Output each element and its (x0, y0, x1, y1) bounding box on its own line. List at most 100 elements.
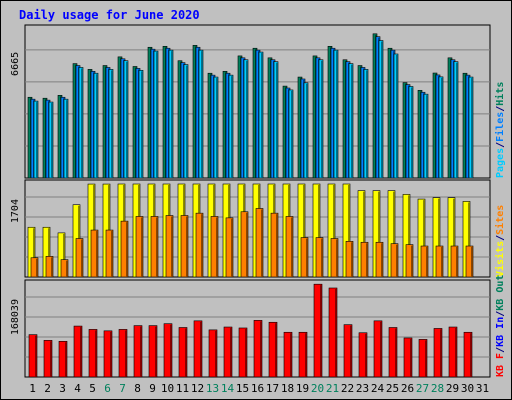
chart-title: Daily usage for June 2020 (19, 8, 200, 22)
bar-sites-day-28 (435, 245, 444, 278)
side-legend-part: / (495, 142, 506, 148)
bar-sites-day-22 (345, 241, 354, 278)
bar-sites-day-24 (375, 241, 384, 278)
bar-kbytes-day-20 (313, 283, 323, 378)
bar-pages-day-3 (63, 98, 69, 179)
bar-kbytes-day-21 (328, 287, 338, 378)
x-tick-label: 10 (161, 382, 174, 395)
bar-sites-day-14 (225, 217, 234, 278)
x-tick-label: 21 (326, 382, 339, 395)
side-legend-middle: Visits/Sites (494, 205, 506, 277)
bar-pages-day-12 (198, 49, 204, 179)
bar-kbytes-day-29 (448, 326, 458, 378)
bar-sites-day-19 (300, 237, 309, 278)
chart-panels: 6665Pages/Files/Hits1704Visits/Sites1680… (10, 24, 506, 378)
bar-kbytes-day-13 (208, 329, 218, 378)
bar-pages-day-6 (108, 69, 114, 179)
bar-kbytes-day-25 (388, 327, 398, 378)
x-tick-label: 13 (206, 382, 219, 395)
bar-sites-day-15 (240, 211, 249, 278)
bar-pages-day-25 (393, 53, 399, 179)
x-tick-label: 16 (251, 382, 264, 395)
bar-pages-day-27 (423, 93, 429, 179)
bar-pages-day-4 (78, 67, 84, 179)
bar-pages-day-14 (228, 74, 234, 179)
side-legend-part: / (495, 235, 506, 241)
x-tick-label: 29 (446, 382, 459, 395)
bar-pages-day-11 (183, 64, 189, 179)
bar-pages-day-26 (408, 86, 414, 179)
bar-pages-day-5 (93, 72, 99, 179)
side-legend-part: KB F (495, 353, 506, 377)
bar-pages-day-10 (168, 49, 174, 179)
x-tick-label: 18 (281, 382, 294, 395)
bar-kbytes-day-5 (88, 329, 98, 378)
bar-sites-day-10 (165, 215, 174, 278)
panel-middle: 1704 Visits/Sites (10, 179, 506, 278)
x-tick-label: 25 (386, 382, 399, 395)
bar-kbytes-day-12 (193, 320, 203, 378)
x-tick-label: 19 (296, 382, 309, 395)
bar-sites-day-12 (195, 212, 204, 278)
bar-sites-day-13 (210, 216, 219, 278)
bar-sites-day-9 (150, 216, 159, 278)
bar-kbytes-day-24 (373, 320, 383, 378)
x-tick-label: 23 (356, 382, 369, 395)
bar-pages-day-17 (273, 61, 279, 179)
bar-sites-day-7 (120, 220, 129, 278)
bar-pages-day-1 (33, 100, 39, 179)
bar-kbytes-day-17 (268, 321, 278, 378)
bar-kbytes-day-2 (43, 340, 53, 378)
bar-sites-day-18 (285, 216, 294, 278)
x-tick-label: 9 (149, 382, 156, 395)
bar-pages-day-2 (48, 101, 54, 179)
bar-pages-day-13 (213, 76, 219, 179)
bar-sites-day-17 (270, 212, 279, 278)
bar-kbytes-day-1 (28, 334, 38, 378)
side-legend-part: KB Out (495, 275, 506, 311)
bar-pages-day-18 (288, 89, 294, 179)
side-legend-part: KB In (495, 317, 506, 347)
side-legend-part: / (495, 347, 506, 353)
bar-kbytes-day-30 (463, 331, 473, 378)
bar-sites-day-4 (75, 238, 84, 278)
side-legend-bottom: KB F/KB In/KB Out (495, 275, 506, 377)
bar-pages-day-28 (438, 76, 444, 179)
bar-pages-day-7 (123, 60, 129, 179)
x-tick-label: 28 (431, 382, 444, 395)
bar-kbytes-day-28 (433, 328, 443, 378)
bar-pages-day-24 (378, 40, 384, 179)
x-tick-label: 26 (401, 382, 414, 395)
bar-pages-day-16 (258, 51, 264, 179)
x-tick-label: 14 (221, 382, 235, 395)
bar-kbytes-day-16 (253, 320, 263, 378)
bar-kbytes-day-6 (103, 330, 113, 378)
bar-sites-day-3 (60, 259, 69, 278)
bar-pages-day-8 (138, 70, 144, 179)
x-tick-label: 30 (461, 382, 474, 395)
bar-pages-day-30 (468, 76, 474, 179)
bar-sites-day-30 (465, 245, 474, 278)
bar-pages-day-19 (303, 82, 309, 179)
bar-pages-day-20 (318, 59, 324, 179)
x-tick-label: 15 (236, 382, 249, 395)
x-tick-label: 24 (371, 382, 385, 395)
side-legend-part: Files (494, 112, 506, 142)
bar-sites-day-8 (135, 216, 144, 278)
side-legend-top: Pages/Files/Hits (494, 82, 506, 178)
bar-kbytes-day-4 (73, 325, 83, 378)
bar-pages-day-9 (153, 50, 159, 179)
bar-kbytes-day-11 (178, 327, 188, 378)
x-tick-label: 1 (29, 382, 36, 395)
x-tick-label: 8 (134, 382, 141, 395)
bar-pages-day-15 (243, 59, 249, 179)
bar-kbytes-day-3 (58, 341, 68, 378)
bar-pages-day-23 (363, 69, 369, 179)
bar-kbytes-day-10 (163, 323, 173, 378)
bar-sites-day-1 (30, 257, 39, 278)
bar-sites-day-27 (420, 245, 429, 278)
x-tick-label: 27 (416, 382, 429, 395)
bar-pages-day-29 (453, 61, 459, 179)
series-kbytes (28, 283, 473, 378)
